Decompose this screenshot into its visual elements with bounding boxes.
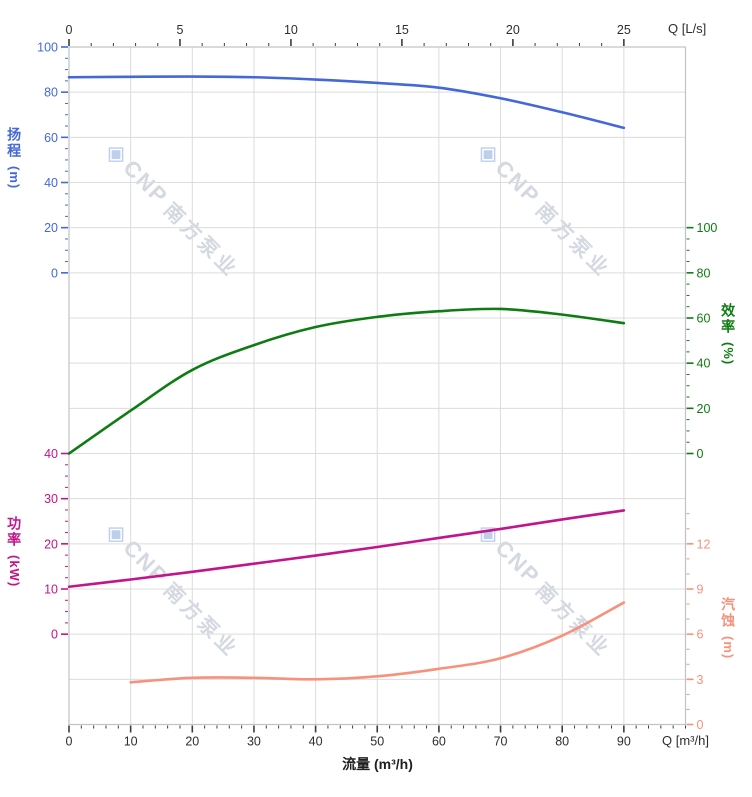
npsh-tick-label: 6: [697, 628, 704, 642]
head-tick-label: 40: [44, 176, 58, 190]
bottom-x-tick-label: 10: [124, 735, 138, 749]
npsh-tick-label: 0: [697, 718, 704, 732]
bottom-x-axis: 0 10 20 30 40 50 60 70 80 90: [66, 725, 686, 749]
efficiency-curve: [67, 307, 626, 455]
top-x-tick-label: 5: [176, 23, 183, 37]
bottom-x-tick-label: 20: [185, 735, 199, 749]
bottom-x-tick-label: 60: [432, 735, 446, 749]
npsh-curve: [129, 601, 626, 684]
bottom-x-tick-label: 70: [494, 735, 508, 749]
npsh-tick-label: 12: [697, 537, 711, 551]
power-tick-label: 20: [44, 537, 58, 551]
power-tick-label: 40: [44, 447, 58, 461]
power-tick-label: 10: [44, 583, 58, 597]
head-curve: [67, 75, 626, 130]
bottom-x-tick-label: 50: [370, 735, 384, 749]
plot-border: [68, 46, 687, 726]
efficiency-tick-label: 60: [697, 312, 711, 326]
head-tick-label: 100: [37, 41, 58, 55]
top-x-tick-label: 15: [395, 23, 409, 37]
head-axis-title: 扬程 (m): [6, 127, 22, 189]
bottom-axis-unit-label: Q [m³/h]: [662, 733, 709, 748]
head-tick-label: 60: [44, 131, 58, 145]
top-x-tick-label: 0: [66, 23, 73, 37]
top-x-tick-label: 20: [506, 23, 520, 37]
head-axis: 0 20 40 60 80 100: [37, 41, 68, 280]
head-tick-label: 20: [44, 221, 58, 235]
head-tick-label: 80: [44, 86, 58, 100]
head-axis-title-text: 扬程: [6, 127, 23, 159]
efficiency-axis: 0 20 40 60 80 100: [686, 221, 718, 461]
power-tick-label: 0: [51, 628, 58, 642]
bottom-x-tick-label: 80: [555, 735, 569, 749]
flow-axis-title: 流量 (m³/h): [342, 756, 413, 772]
npsh-axis-title: 汽蚀 (m): [720, 597, 736, 659]
head-axis-unit: (m): [7, 166, 23, 190]
efficiency-tick-label: 40: [697, 357, 711, 371]
grid-lines: [68, 46, 686, 726]
top-x-tick-label: 25: [617, 23, 631, 37]
bottom-x-tick-label: 30: [247, 735, 261, 749]
efficiency-tick-label: 0: [697, 447, 704, 461]
power-curve: [67, 509, 626, 589]
power-axis-title-text: 功率: [6, 516, 23, 548]
efficiency-tick-label: 100: [697, 221, 718, 235]
npsh-axis: 0 3 6 9 12: [686, 513, 711, 732]
top-x-tick-label: 10: [284, 23, 298, 37]
power-axis-title: 功率 (kW): [6, 516, 22, 587]
top-axis-unit-label: Q [L/s]: [668, 21, 707, 36]
npsh-tick-label: 9: [697, 583, 704, 597]
efficiency-axis-title: 效率 (%): [720, 303, 736, 365]
power-axis-unit: (kW): [7, 555, 23, 588]
bottom-x-tick-label: 0: [66, 735, 73, 749]
efficiency-tick-label: 80: [697, 266, 711, 280]
npsh-tick-label: 3: [697, 673, 704, 687]
power-tick-label: 30: [44, 492, 58, 506]
bottom-x-tick-label: 40: [309, 735, 323, 749]
efficiency-axis-unit: (%): [721, 342, 737, 366]
head-tick-label: 0: [51, 266, 58, 280]
efficiency-tick-label: 20: [697, 402, 711, 416]
top-x-axis: 0 5 10 15 20 25: [66, 23, 631, 46]
npsh-axis-title-text: 汽蚀: [720, 597, 737, 629]
npsh-axis-unit: (m): [721, 636, 737, 660]
efficiency-axis-title-text: 效率: [720, 303, 737, 335]
bottom-x-tick-label: 90: [617, 735, 631, 749]
power-axis: 0 10 20 30 40: [44, 447, 68, 642]
